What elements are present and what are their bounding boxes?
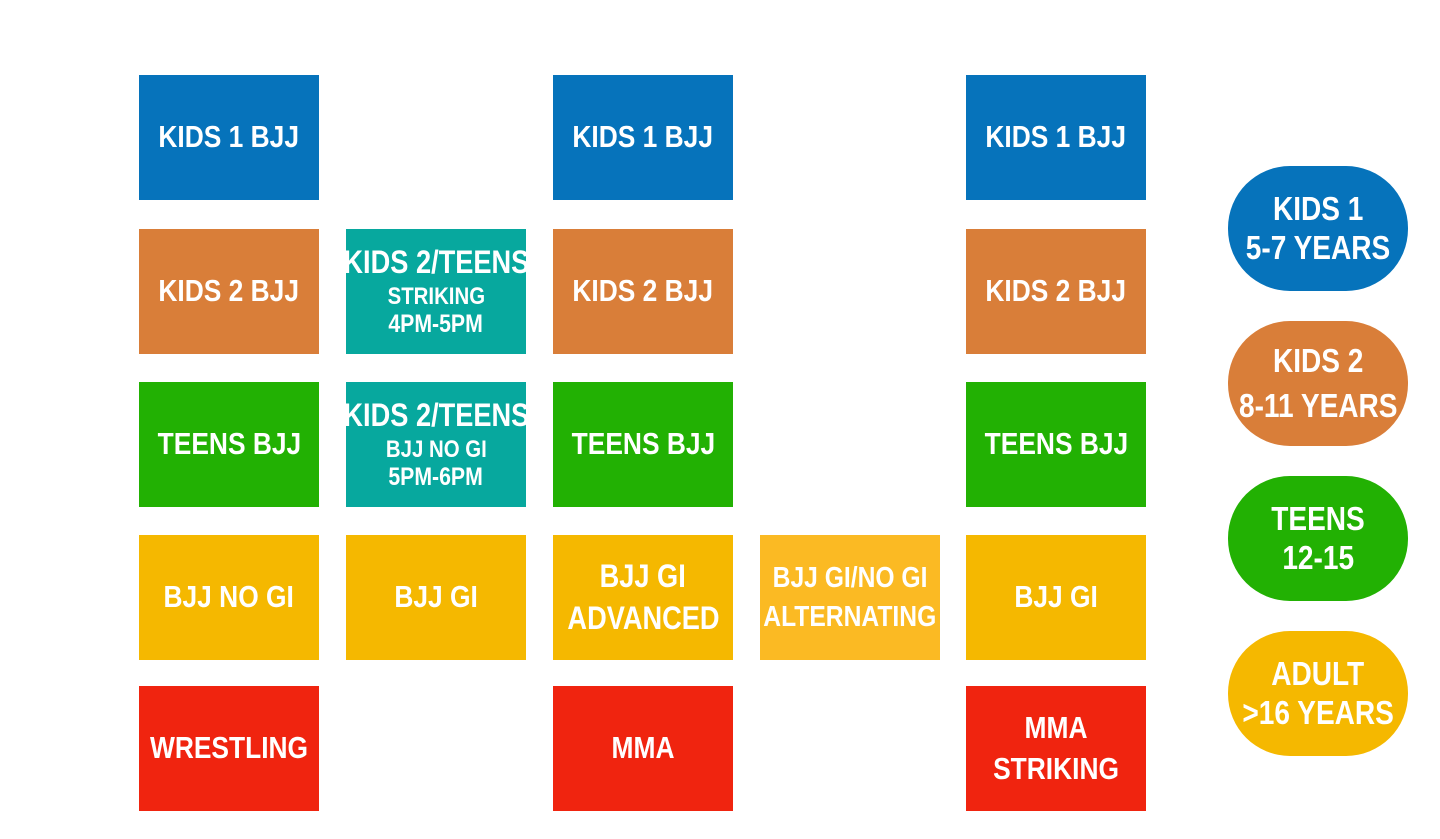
class-label-line2: ADVANCED xyxy=(566,599,720,636)
class-label-line1: BJJ GI/NO GI xyxy=(772,562,928,595)
class-block-bjj-no-gi-col1[interactable]: BJJ NO GI xyxy=(139,535,319,660)
class-label: KIDS 1 BJJ xyxy=(985,119,1127,155)
class-label-line2: ALTERNATING xyxy=(763,600,937,633)
class-label: KIDS 1 BJJ xyxy=(572,119,714,155)
class-block-teens-bjj-col1[interactable]: TEENS BJJ xyxy=(139,382,319,507)
class-label-line2: BJJ NO GI xyxy=(385,435,487,463)
class-block-kids2-bjj-col5[interactable]: KIDS 2 BJJ xyxy=(966,229,1146,354)
class-time: 5PM-6PM xyxy=(388,462,484,491)
class-label-line2: STRIKING xyxy=(993,750,1119,786)
class-block-bjj-gi-col2[interactable]: BJJ GI xyxy=(346,535,526,660)
class-block-bjj-gi-no-gi-alternating-col4[interactable]: BJJ GI/NO GI ALTERNATING xyxy=(760,535,940,660)
class-block-teens-bjj-col5[interactable]: TEENS BJJ xyxy=(966,382,1146,507)
class-label-line1: BJJ GI xyxy=(599,557,687,594)
legend-age: 12-15 xyxy=(1282,538,1354,576)
class-label: KIDS 2 BJJ xyxy=(572,273,714,309)
class-label: TEENS BJJ xyxy=(571,426,715,462)
legend-kids1: KIDS 1 5-7 YEARS xyxy=(1228,166,1408,291)
legend-kids2: KIDS 2 8-11 YEARS xyxy=(1228,321,1408,446)
class-label: BJJ NO GI xyxy=(163,579,295,615)
legend-label: KIDS 2 xyxy=(1272,342,1364,380)
class-block-kids2-teens-striking-col2[interactable]: KIDS 2/TEENS STRIKING 4PM-5PM xyxy=(343,229,529,354)
class-label: KIDS 2 BJJ xyxy=(158,273,300,309)
class-label-line2: STRIKING xyxy=(387,282,485,310)
class-block-bjj-gi-advanced-col3[interactable]: BJJ GI ADVANCED xyxy=(553,535,733,660)
legend-age: >16 YEARS xyxy=(1242,693,1394,731)
class-block-kids1-bjj-col5[interactable]: KIDS 1 BJJ xyxy=(966,75,1146,200)
class-label: BJJ GI xyxy=(1014,579,1098,615)
class-label: TEENS BJJ xyxy=(984,426,1128,462)
class-time: 4PM-5PM xyxy=(388,309,484,338)
class-label: KIDS 1 BJJ xyxy=(158,119,300,155)
class-block-kids2-bjj-col3[interactable]: KIDS 2 BJJ xyxy=(553,229,733,354)
class-block-kids1-bjj-col1[interactable]: KIDS 1 BJJ xyxy=(139,75,319,200)
class-block-kids1-bjj-col3[interactable]: KIDS 1 BJJ xyxy=(553,75,733,200)
class-label-line1: MMA xyxy=(1024,709,1088,745)
class-label: WRESTLING xyxy=(149,730,309,766)
class-label: KIDS 2 BJJ xyxy=(985,273,1127,309)
class-block-wrestling-col1[interactable]: WRESTLING xyxy=(139,686,319,811)
class-block-teens-bjj-col3[interactable]: TEENS BJJ xyxy=(553,382,733,507)
class-block-kids2-bjj-col1[interactable]: KIDS 2 BJJ xyxy=(139,229,319,354)
class-label-line1: KIDS 2/TEENS xyxy=(343,396,529,433)
class-label: BJJ GI xyxy=(394,579,478,615)
legend-age: 8-11 YEARS xyxy=(1238,386,1398,424)
legend-teens: TEENS 12-15 xyxy=(1228,476,1408,601)
legend-age: 5-7 YEARS xyxy=(1245,228,1391,266)
class-block-bjj-gi-col5[interactable]: BJJ GI xyxy=(966,535,1146,660)
legend-label: TEENS xyxy=(1271,500,1365,538)
class-label-line1: KIDS 2/TEENS xyxy=(343,243,529,280)
class-block-mma-striking-col5[interactable]: MMA STRIKING xyxy=(966,686,1146,811)
legend-adult: ADULT >16 YEARS xyxy=(1228,631,1408,756)
legend-label: KIDS 1 xyxy=(1272,190,1364,228)
class-block-mma-col3[interactable]: MMA xyxy=(553,686,733,811)
class-label: TEENS BJJ xyxy=(157,426,301,462)
legend-label: ADULT xyxy=(1271,655,1365,693)
class-label: MMA xyxy=(611,730,675,766)
class-block-kids2-teens-bjj-no-gi-col2[interactable]: KIDS 2/TEENS BJJ NO GI 5PM-6PM xyxy=(343,382,529,507)
